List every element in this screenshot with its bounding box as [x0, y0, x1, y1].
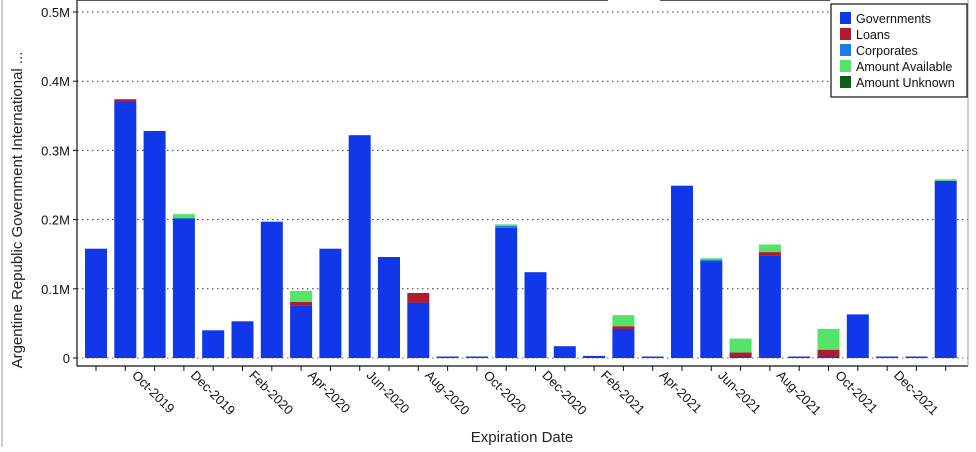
- bar-governments: [290, 305, 313, 358]
- x-tick-label: Dec-2020: [539, 368, 589, 418]
- x-tick-label: Dec-2019: [188, 368, 238, 418]
- bar-amount-available: [172, 214, 195, 219]
- legend-label: Governments: [856, 12, 931, 26]
- bar-governments: [260, 221, 283, 358]
- bar-amount-available: [934, 179, 957, 181]
- bar-loans: [612, 326, 635, 329]
- x-tick-label: Feb-2020: [246, 368, 296, 418]
- y-tick-label: 0: [63, 351, 70, 366]
- y-axis-label: Argentine Republic Government Internatio…: [9, 52, 26, 369]
- x-tick-label: Oct-2019: [129, 368, 177, 416]
- bar-amount-available: [817, 328, 840, 350]
- y-tick-label: 0.5M: [41, 5, 70, 20]
- bar-governments: [524, 272, 547, 358]
- legend-swatch: [840, 76, 851, 88]
- bar-governments: [553, 346, 576, 358]
- bar-governments: [583, 355, 606, 358]
- bar-governments: [612, 328, 635, 358]
- bar-governments: [495, 227, 518, 358]
- legend-label: Loans: [856, 28, 890, 42]
- legend-swatch: [840, 44, 851, 56]
- bar-governments: [172, 218, 195, 358]
- y-tick-label: 0.3M: [41, 143, 70, 158]
- legend-label: Amount Unknown: [856, 76, 955, 90]
- bar-amount-available: [729, 338, 752, 353]
- bar-governments: [436, 356, 459, 358]
- x-tick-label: Aug-2021: [774, 368, 824, 418]
- legend: [830, 3, 968, 98]
- x-tick-label: Oct-2021: [832, 368, 880, 416]
- x-tick-label: Apr-2021: [657, 368, 705, 416]
- bar-governments: [905, 356, 928, 358]
- bar-governments: [671, 185, 693, 358]
- legend-swatch: [840, 28, 851, 40]
- bar-governments: [114, 102, 137, 358]
- bar-amount-available: [290, 290, 313, 302]
- bar-governments: [319, 248, 342, 358]
- bar-governments: [143, 131, 166, 358]
- bar-governments: [378, 257, 400, 358]
- bar-governments: [934, 180, 957, 358]
- bar-loans: [817, 349, 840, 357]
- x-tick-label: Feb-2021: [598, 368, 648, 418]
- bar-governments: [700, 261, 723, 358]
- bar-amount-available: [495, 224, 518, 226]
- bar-corporates: [495, 225, 518, 228]
- bar-governments: [758, 255, 781, 358]
- bar-corporates: [700, 259, 723, 262]
- legend-swatch: [840, 60, 851, 72]
- y-tick-label: 0.4M: [41, 74, 70, 89]
- x-tick-label: Apr-2020: [305, 368, 353, 416]
- bar-loans: [114, 99, 137, 102]
- bar-governments: [788, 356, 811, 358]
- x-tick-label: Oct-2020: [481, 368, 529, 416]
- bar-amount-available: [758, 244, 781, 253]
- bar-loans: [290, 301, 313, 306]
- x-tick-label: Jun-2021: [715, 368, 764, 417]
- y-tick-label: 0.1M: [41, 282, 70, 297]
- bar-governments: [407, 302, 430, 358]
- bar-loans: [407, 293, 430, 303]
- x-tick-label: Jun-2020: [364, 368, 413, 417]
- bar-governments: [465, 356, 488, 358]
- bar-amount-available: [700, 258, 723, 260]
- legend-label: Corporates: [856, 44, 918, 58]
- bar-governments: [85, 248, 107, 358]
- bar-governments: [231, 321, 254, 358]
- x-axis-label: Expiration Date: [471, 429, 574, 446]
- bar-governments: [641, 356, 664, 358]
- bar-loans: [729, 352, 752, 357]
- legend-label: Amount Available: [856, 60, 952, 74]
- bar-governments: [348, 135, 371, 358]
- x-tick-label: Dec-2021: [891, 368, 941, 418]
- bar-governments: [202, 330, 225, 358]
- x-tick-label: Aug-2020: [422, 368, 472, 418]
- legend-swatch: [840, 12, 851, 24]
- bar-governments: [876, 356, 899, 358]
- bar-governments: [729, 356, 752, 358]
- bar-amount-available: [612, 315, 635, 327]
- y-tick-label: 0.2M: [41, 213, 70, 228]
- bar-governments: [846, 314, 869, 358]
- bar-loans: [758, 252, 781, 256]
- bar-governments: [817, 356, 840, 358]
